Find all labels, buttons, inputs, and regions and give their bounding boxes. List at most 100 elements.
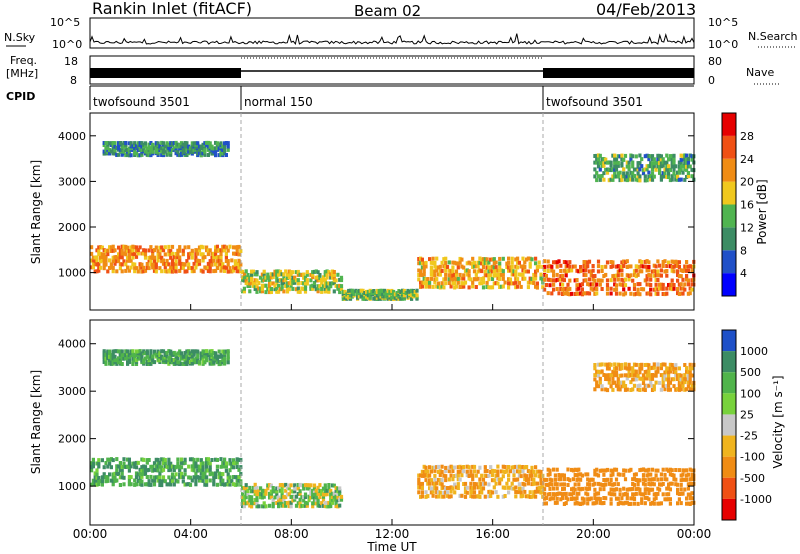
cell xyxy=(663,171,667,176)
cell xyxy=(100,475,104,480)
cell xyxy=(634,291,638,296)
cell xyxy=(109,360,113,365)
cell xyxy=(494,490,498,495)
cell xyxy=(294,486,299,491)
cell xyxy=(643,487,647,492)
cell xyxy=(134,349,139,354)
cell xyxy=(483,494,487,499)
cell xyxy=(614,287,619,292)
cell xyxy=(580,501,584,506)
cell xyxy=(291,489,295,494)
cell xyxy=(152,258,157,263)
cell xyxy=(481,265,486,269)
cell xyxy=(444,264,448,269)
cell xyxy=(609,291,613,296)
cell xyxy=(179,261,184,266)
cell xyxy=(129,146,133,151)
cell xyxy=(492,478,496,483)
cell xyxy=(352,292,356,297)
cell xyxy=(246,281,250,286)
cell xyxy=(187,149,191,154)
cell xyxy=(654,291,658,296)
cell xyxy=(185,148,189,152)
cell xyxy=(260,278,264,283)
cell xyxy=(638,487,642,492)
cell xyxy=(174,259,178,264)
cell xyxy=(634,373,638,378)
cell xyxy=(251,489,255,494)
cell xyxy=(526,481,530,486)
cell xyxy=(208,259,212,264)
cell xyxy=(291,275,295,280)
cell xyxy=(311,275,315,280)
cell xyxy=(269,272,273,277)
cell xyxy=(223,151,227,156)
cell xyxy=(614,291,619,296)
cell xyxy=(422,265,426,270)
cell xyxy=(681,477,685,482)
cell xyxy=(151,464,155,469)
cell xyxy=(323,504,327,509)
cell xyxy=(562,260,566,264)
cell xyxy=(510,486,514,491)
cell xyxy=(654,264,658,269)
cell xyxy=(656,269,660,274)
cell xyxy=(442,285,446,290)
cell xyxy=(280,489,284,494)
cell xyxy=(221,262,225,267)
cell xyxy=(541,264,545,269)
cell xyxy=(659,164,663,169)
cell xyxy=(262,283,266,288)
cell xyxy=(607,168,611,172)
cell xyxy=(658,170,662,175)
cell xyxy=(102,252,106,257)
cell xyxy=(596,264,601,269)
cell xyxy=(223,269,227,273)
cell xyxy=(625,174,629,179)
cell xyxy=(332,278,336,283)
cell xyxy=(120,475,124,480)
cell xyxy=(436,464,441,469)
cell xyxy=(100,252,104,257)
cell xyxy=(570,467,574,472)
cell xyxy=(595,500,599,505)
cell xyxy=(237,261,241,266)
cell xyxy=(595,287,599,292)
cell xyxy=(579,472,583,477)
cell xyxy=(478,494,482,499)
colorbar-tick-label: 100 xyxy=(740,387,761,400)
cell xyxy=(534,489,538,494)
cell xyxy=(683,177,687,182)
cell xyxy=(667,164,671,169)
y-tick-label: 2000 xyxy=(58,433,86,446)
cell xyxy=(127,457,131,462)
cell xyxy=(620,268,624,273)
cell xyxy=(555,277,559,282)
cell xyxy=(156,349,160,354)
cell xyxy=(501,284,505,289)
cell xyxy=(226,349,230,354)
cell xyxy=(169,251,173,256)
cell xyxy=(280,495,284,499)
colorbar-swatch xyxy=(722,250,736,274)
cell xyxy=(143,471,148,476)
cell xyxy=(205,457,209,462)
cell xyxy=(325,286,329,291)
cell xyxy=(161,356,166,361)
y-tick-label: 1000 xyxy=(58,480,86,493)
cell xyxy=(188,251,193,256)
cell xyxy=(503,280,507,285)
cell xyxy=(634,369,638,374)
cell xyxy=(631,492,635,497)
cell xyxy=(140,148,144,152)
cell xyxy=(206,269,210,273)
cell xyxy=(609,160,613,165)
cell xyxy=(661,362,665,367)
cell xyxy=(530,494,534,499)
cell xyxy=(487,494,491,499)
cell xyxy=(462,276,466,281)
cell xyxy=(156,252,160,257)
cell xyxy=(598,177,602,182)
cell xyxy=(568,492,572,497)
cell xyxy=(528,256,532,261)
